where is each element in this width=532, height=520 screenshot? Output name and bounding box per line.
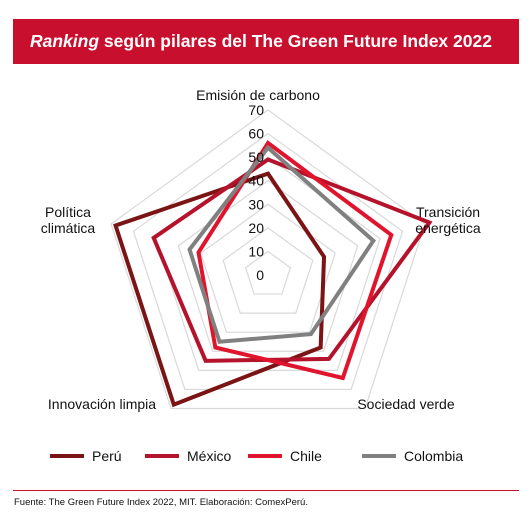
series-line-4: [187, 144, 376, 344]
legend-swatch: [362, 454, 396, 458]
chart-title-italic: Ranking: [30, 31, 100, 51]
legend-swatch: [50, 454, 84, 458]
grid-ring: [177, 179, 359, 352]
axis-label: energética: [415, 220, 481, 236]
tick-label: 10: [248, 243, 264, 259]
tick-label: 40: [248, 173, 264, 189]
axis-label: Emisión de carbono: [196, 87, 320, 103]
tick-label: 50: [248, 149, 264, 165]
legend-label: Colombia: [404, 448, 464, 464]
tick-label: 70: [248, 102, 264, 118]
tick-label: 30: [248, 196, 264, 212]
legend-swatch: [248, 454, 282, 458]
chart-title-rest: según pilares del The Green Future Index…: [99, 31, 492, 51]
chart-header: Ranking según pilares del The Green Futu…: [13, 19, 519, 64]
axis-label: climática: [41, 220, 96, 236]
legend-item: Colombia: [362, 448, 463, 464]
grid-ring: [244, 250, 292, 295]
legend-label: Perú: [92, 448, 122, 464]
axis-label: Política: [45, 204, 91, 220]
tick-label: 20: [248, 220, 264, 236]
axis-label: Innovación limpia: [48, 396, 156, 412]
series-line-1: [113, 171, 327, 408]
legend-item: Perú: [50, 448, 122, 464]
chart-legend: Perú México Chile Colombia: [50, 448, 480, 468]
series-line-3: [196, 140, 394, 381]
grid-ring: [132, 132, 404, 391]
footer-divider: [13, 490, 519, 491]
tick-label: 60: [248, 126, 264, 142]
tick-label: 0: [256, 267, 264, 283]
legend-label: Chile: [290, 448, 322, 464]
axis-label: Transición: [416, 204, 480, 220]
legend-label: México: [187, 448, 232, 464]
axis-label: Sociedad verde: [357, 396, 455, 412]
source-note: Fuente: The Green Future Index 2022, MIT…: [14, 497, 308, 508]
chart-title: Ranking según pilares del The Green Futu…: [30, 31, 492, 52]
grid-ring: [110, 109, 426, 410]
legend-item: Chile: [248, 448, 322, 464]
grid-ring: [200, 203, 336, 333]
legend-swatch: [145, 454, 179, 458]
grid-ring: [222, 227, 314, 314]
legend-item: México: [145, 448, 231, 464]
